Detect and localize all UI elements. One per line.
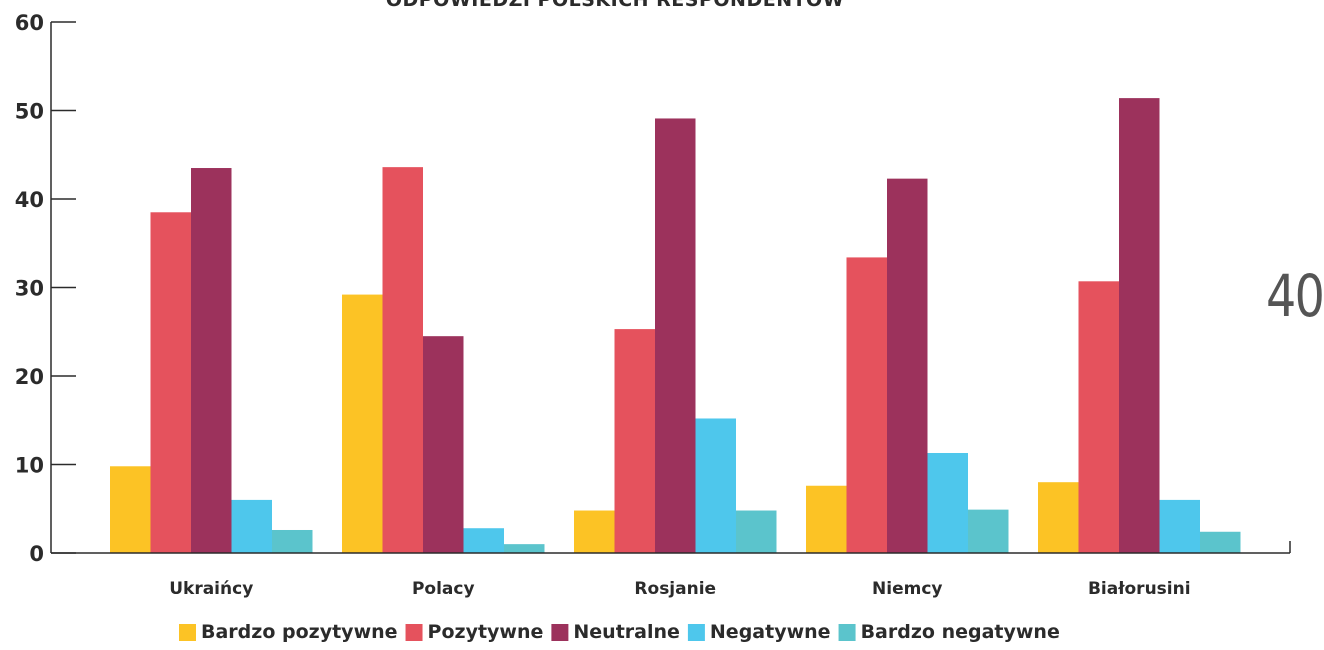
legend-label: Negatywne [710, 621, 831, 643]
legend: Bardzo pozytywne Pozytywne Neutralne Negaty… [179, 621, 1060, 643]
bar [423, 336, 464, 553]
bar [1159, 499, 1200, 553]
bar [1078, 281, 1119, 553]
x-axis: Ukraińcy Polacy Rosjanie Niemcy Białorusini [51, 541, 1291, 599]
bar [927, 452, 968, 553]
bars [110, 98, 1241, 554]
bar [150, 212, 191, 553]
bar [695, 418, 736, 553]
legend-swatch [551, 624, 569, 641]
y-tick-label: 0 [29, 542, 44, 566]
bar [968, 509, 1009, 553]
x-tick-label: Ukraińcy [169, 579, 253, 599]
chart-title-group: ODPOWIEDZI POLSKICH RESPONDENTÓW [386, 0, 844, 11]
page-number: 40 [1266, 262, 1324, 330]
bar [806, 485, 847, 553]
bar [1038, 482, 1079, 553]
y-tick-label: 10 [15, 454, 44, 478]
bar [382, 167, 423, 553]
legend-label: Bardzo negatywne [861, 621, 1060, 643]
legend-item: Bardzo pozytywne [179, 621, 398, 643]
legend-swatch [687, 624, 705, 641]
y-tick-label: 30 [15, 277, 44, 301]
legend-label: Bardzo pozytywne [201, 621, 398, 643]
y-axis: 0 10 20 30 40 50 60 [15, 11, 76, 566]
bar [655, 118, 696, 553]
bar [231, 499, 272, 553]
legend-swatch [179, 624, 196, 641]
legend-item: Bardzo negatywne [838, 621, 1060, 643]
y-tick-label: 20 [15, 365, 44, 389]
y-tick-label: 40 [15, 188, 44, 212]
x-tick-label: Białorusini [1088, 579, 1191, 599]
bar [504, 544, 545, 553]
bar [846, 257, 887, 553]
x-tick-label: Rosjanie [634, 579, 716, 599]
legend-item: Negatywne [687, 621, 831, 643]
bar [1200, 531, 1241, 553]
legend-item: Neutralne [551, 621, 680, 643]
x-tick-label: Niemcy [872, 579, 942, 599]
bar [887, 178, 928, 553]
bar [342, 294, 383, 553]
bar [191, 168, 232, 553]
chart-title: ODPOWIEDZI POLSKICH RESPONDENTÓW [386, 0, 844, 11]
bar [574, 510, 615, 553]
bar [614, 329, 655, 553]
legend-label: Pozytywne [428, 621, 544, 643]
bar [1119, 98, 1160, 554]
legend-swatch [405, 624, 423, 641]
bar [272, 529, 313, 553]
x-tick-label: Polacy [412, 579, 475, 599]
bar [736, 510, 777, 553]
bar [110, 466, 151, 553]
bar [463, 528, 504, 553]
legend-swatch [838, 624, 856, 641]
legend-label: Neutralne [573, 621, 680, 643]
y-tick-label: 50 [15, 100, 44, 124]
legend-item: Pozytywne [405, 621, 544, 643]
y-tick-label: 60 [15, 11, 44, 35]
